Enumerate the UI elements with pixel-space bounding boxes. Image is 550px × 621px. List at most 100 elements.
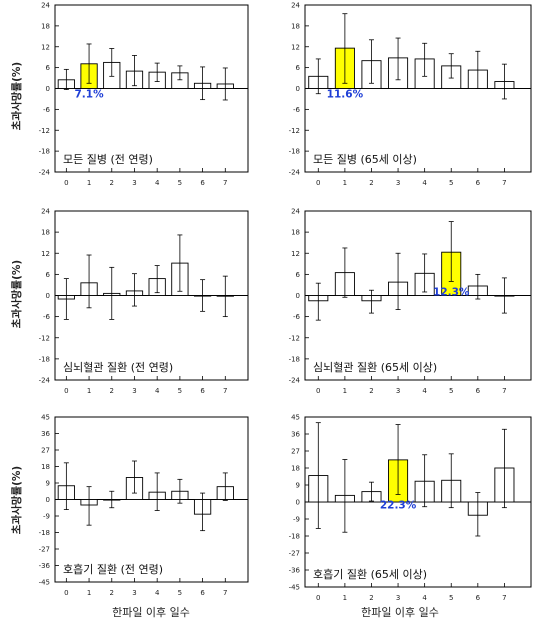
x-tick-label: 7 [223, 387, 227, 395]
x-tick-label: 0 [64, 387, 68, 395]
y-tick-label: 0 [46, 85, 50, 93]
value-label: 7.1% [74, 88, 104, 100]
y-tick-label: 18 [291, 229, 300, 237]
y-tick-label: -18 [289, 148, 300, 156]
y-axis-label-row1: 초과사망률(%) [10, 62, 23, 130]
y-tick-label: -18 [39, 148, 50, 156]
y-tick-label: -45 [39, 579, 50, 587]
x-tick-label: 3 [132, 589, 136, 597]
x-tick-label: 2 [369, 387, 373, 395]
y-tick-label: -27 [39, 546, 50, 554]
x-tick-label: 7 [502, 387, 506, 395]
y-tick-label: -6 [43, 106, 51, 114]
y-tick-label: -18 [289, 533, 300, 541]
y-tick-label: -18 [289, 355, 300, 363]
x-tick-label: 6 [200, 387, 205, 395]
x-tick-label: 4 [155, 179, 160, 187]
x-tick-label: 2 [110, 179, 114, 187]
x-tick-label: 2 [110, 589, 114, 597]
x-tick-label: 5 [178, 179, 182, 187]
y-axis-label-row2: 초과사망률(%) [10, 260, 23, 328]
y-tick-label: 6 [296, 271, 301, 279]
panel-title: 심뇌혈관 질환 (전 연령) [63, 360, 173, 374]
y-tick-label: 0 [46, 496, 50, 504]
panel-title: 모든 질병 (65세 이상) [313, 153, 417, 166]
y-tick-label: -24 [39, 169, 51, 177]
panel-title: 심뇌혈관 질환 (65세 이상) [313, 360, 437, 374]
y-tick-label: 27 [291, 448, 300, 456]
x-tick-label: 3 [132, 179, 136, 187]
y-tick-label: 45 [41, 414, 50, 422]
x-tick-label: 6 [200, 589, 205, 597]
y-tick-label: -6 [43, 313, 51, 321]
x-tick-label: 3 [132, 387, 136, 395]
y-tick-label: 6 [296, 64, 301, 72]
y-tick-label: 45 [291, 414, 300, 422]
y-tick-label: 9 [296, 482, 300, 490]
x-tick-label: 4 [155, 387, 160, 395]
y-tick-label: -18 [39, 529, 50, 537]
x-tick-label: 7 [502, 179, 506, 187]
y-tick-label: 18 [41, 463, 50, 471]
y-tick-label: -9 [293, 516, 300, 524]
x-tick-label: 2 [110, 387, 114, 395]
y-tick-label: 18 [291, 22, 300, 30]
x-tick-label: 1 [343, 594, 347, 602]
x-tick-label: 3 [396, 179, 400, 187]
y-tick-label: -12 [289, 334, 300, 342]
y-axis-label-row3: 초과사망률(%) [10, 466, 23, 534]
value-label: 11.6% [327, 88, 364, 100]
x-tick-label: 6 [476, 387, 481, 395]
x-tick-label: 0 [64, 589, 68, 597]
y-tick-label: 24 [291, 208, 300, 216]
y-tick-label: 6 [46, 271, 51, 279]
x-tick-label: 5 [178, 387, 182, 395]
y-tick-label: -12 [39, 334, 50, 342]
y-tick-label: -36 [39, 562, 51, 570]
y-tick-label: 36 [41, 430, 50, 438]
x-tick-label: 1 [87, 387, 91, 395]
x-tick-label: 2 [369, 179, 373, 187]
y-tick-label: 18 [41, 229, 50, 237]
y-tick-label: -36 [289, 567, 301, 575]
panel-title: 호흡기 질환 (65세 이상) [313, 567, 427, 581]
panel-title: 모든 질병 (전 연령) [63, 153, 153, 166]
y-tick-label: -12 [39, 127, 50, 135]
y-tick-label: 36 [291, 431, 300, 439]
x-tick-label: 4 [422, 594, 427, 602]
x-tick-label: 7 [502, 594, 506, 602]
y-tick-label: 24 [41, 2, 50, 10]
y-tick-label: 0 [296, 292, 300, 300]
y-tick-label: 12 [291, 43, 300, 51]
x-tick-label: 7 [223, 589, 227, 597]
x-tick-label: 3 [396, 594, 400, 602]
x-axis-label-right: 한파일 이후 일수 [361, 605, 439, 619]
value-label: 22.3% [380, 499, 417, 511]
y-tick-label: -24 [289, 169, 301, 177]
x-tick-label: 4 [422, 387, 427, 395]
x-tick-label: 0 [316, 179, 320, 187]
x-tick-label: 5 [449, 387, 453, 395]
y-tick-label: -6 [293, 106, 301, 114]
x-tick-label: 6 [200, 179, 205, 187]
y-tick-label: 0 [296, 499, 300, 507]
x-tick-label: 5 [178, 589, 182, 597]
y-tick-label: -12 [289, 127, 300, 135]
x-tick-label: 5 [449, 594, 453, 602]
x-tick-label: 4 [155, 589, 160, 597]
x-tick-label: 7 [223, 179, 227, 187]
panel-title: 호흡기 질환 (전 연령) [63, 562, 163, 576]
y-tick-label: -27 [289, 550, 300, 558]
x-tick-label: 2 [369, 594, 373, 602]
y-tick-label: 12 [41, 43, 50, 51]
x-tick-label: 1 [87, 589, 91, 597]
x-tick-label: 0 [316, 387, 320, 395]
y-tick-label: 9 [46, 480, 50, 488]
